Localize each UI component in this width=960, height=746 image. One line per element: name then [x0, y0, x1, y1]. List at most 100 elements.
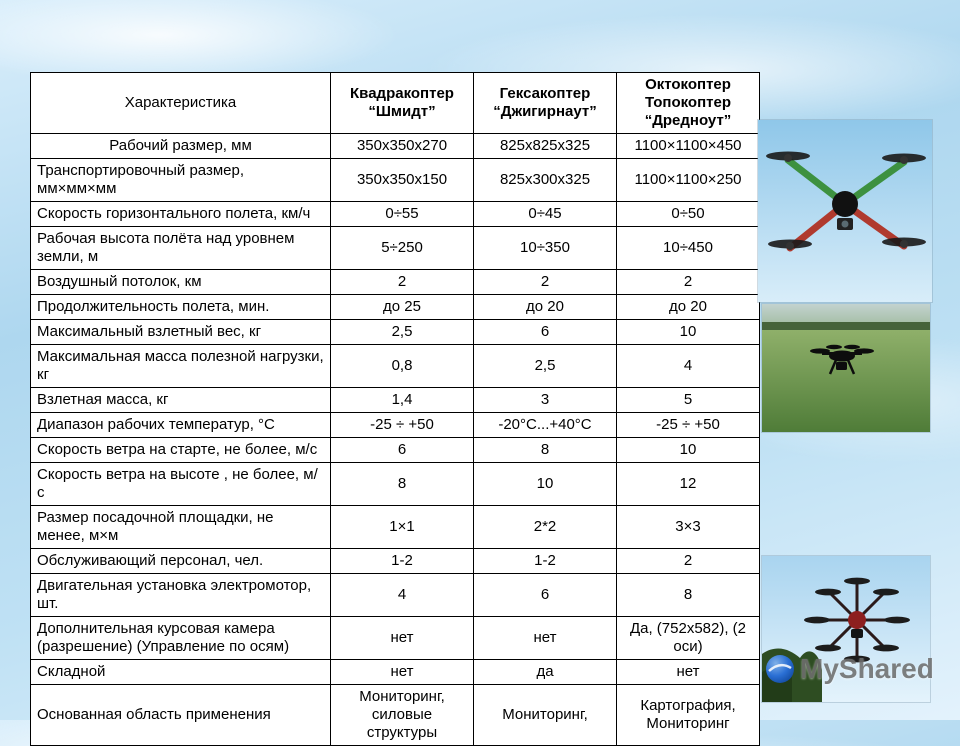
- spec-label: Двигательная установка электромотор, шт.: [30, 573, 331, 617]
- table-row: Взлетная масса, кг 1,4 3 5: [30, 387, 760, 413]
- spec-value: 10: [473, 462, 617, 506]
- spec-value: 1100×1100×250: [616, 158, 760, 202]
- watermark: MyShared: [764, 650, 954, 688]
- spec-value: нет: [330, 659, 474, 685]
- spec-value: 2: [616, 269, 760, 295]
- spec-label: Диапазон рабочих температур, °С: [30, 412, 331, 438]
- table-row: Скорость ветра на высоте , не более, м/с…: [30, 462, 760, 506]
- spec-value: -20°С...+40°С: [473, 412, 617, 438]
- spec-value: 2: [473, 269, 617, 295]
- spec-label: Складной: [30, 659, 331, 685]
- spec-value: 825х300х325: [473, 158, 617, 202]
- spec-value: 1-2: [330, 548, 474, 574]
- spec-value: 0÷55: [330, 201, 474, 227]
- spec-value: 0,8: [330, 344, 474, 388]
- spec-value: нет: [330, 616, 474, 660]
- spec-value: 6: [473, 319, 617, 345]
- spec-value: Мониторинг, силовые структуры: [330, 684, 474, 746]
- header-model-quadcopter: Квадракоптер “Шмидт”: [330, 72, 474, 134]
- table-row: Рабочий размер, мм 350х350х270 825х825х3…: [30, 133, 760, 159]
- header-characteristic: Характеристика: [30, 72, 331, 134]
- hexacopter-over-field-photo: [762, 304, 930, 432]
- spec-value: 10÷350: [473, 226, 617, 270]
- spec-label: Продолжительность полета, мин.: [30, 294, 331, 320]
- spec-value: Картография, Мониторинг: [616, 684, 760, 746]
- spec-value: 6: [330, 437, 474, 463]
- spec-value: Да, (752х582), (2 оси): [616, 616, 760, 660]
- spec-value: 10: [616, 437, 760, 463]
- spec-label: Скорость ветра на старте, не более, м/с: [30, 437, 331, 463]
- spec-label: Транспортировочный размер, мм×мм×мм: [30, 158, 331, 202]
- table-row: Максимальный взлетный вес, кг 2,5 6 10: [30, 319, 760, 345]
- table-row: Двигательная установка электромотор, шт.…: [30, 573, 760, 617]
- spec-value: 3×3: [616, 505, 760, 549]
- spec-value: 1,4: [330, 387, 474, 413]
- header-model-hexacopter: Гексакоптер “Джигирнаут”: [473, 72, 617, 134]
- table-row: Обслуживающий персонал, чел. 1-2 1-2 2: [30, 548, 760, 574]
- spec-value: до 25: [330, 294, 474, 320]
- spec-label: Максимальный взлетный вес, кг: [30, 319, 331, 345]
- spec-value: 5÷250: [330, 226, 474, 270]
- table-row: Основанная область применения Мониторинг…: [30, 684, 760, 746]
- spec-label: Дополнительная курсовая камера (разрешен…: [30, 616, 331, 660]
- spec-value: 4: [616, 344, 760, 388]
- spec-value: да: [473, 659, 617, 685]
- spec-label: Взлетная масса, кг: [30, 387, 331, 413]
- spec-label: Максимальная масса полезной нагрузки, кг: [30, 344, 331, 388]
- spec-table: Характеристика Квадракоптер “Шмидт” Гекс…: [30, 72, 760, 746]
- spec-value: 8: [473, 437, 617, 463]
- spec-value: до 20: [473, 294, 617, 320]
- quadcopter-photo: [758, 120, 932, 302]
- spec-value: 4: [330, 573, 474, 617]
- spec-value: -25 ÷ +50: [330, 412, 474, 438]
- table-row: Продолжительность полета, мин. до 25 до …: [30, 294, 760, 320]
- table-row: Рабочая высота полёта над уровнем земли,…: [30, 226, 760, 270]
- spec-value: -25 ÷ +50: [616, 412, 760, 438]
- spec-label: Рабочий размер, мм: [30, 133, 331, 159]
- spec-value: 0÷45: [473, 201, 617, 227]
- table-header-row: Характеристика Квадракоптер “Шмидт” Гекс…: [30, 72, 760, 134]
- spec-label: Обслуживающий персонал, чел.: [30, 548, 331, 574]
- spec-value: нет: [616, 659, 760, 685]
- spec-value: 1×1: [330, 505, 474, 549]
- table-row: Максимальная масса полезной нагрузки, кг…: [30, 344, 760, 388]
- spec-value: 2*2: [473, 505, 617, 549]
- table-row: Транспортировочный размер, мм×мм×мм 350х…: [30, 158, 760, 202]
- spec-value: Мониторинг,: [473, 684, 617, 746]
- spec-value: 8: [330, 462, 474, 506]
- table-row: Скорость ветра на старте, не более, м/с …: [30, 437, 760, 463]
- spec-value: 350х350х270: [330, 133, 474, 159]
- spec-value: 825х825х325: [473, 133, 617, 159]
- spec-label: Скорость ветра на высоте , не более, м/с: [30, 462, 331, 506]
- spec-value: 10÷450: [616, 226, 760, 270]
- spec-label: Размер посадочной площадки, не менее, м×…: [30, 505, 331, 549]
- spec-value: 5: [616, 387, 760, 413]
- table-row: Складной нет да нет: [30, 659, 760, 685]
- spec-value: 2: [616, 548, 760, 574]
- spec-value: 2,5: [473, 344, 617, 388]
- spec-value: 0÷50: [616, 201, 760, 227]
- spec-label: Воздушный потолок, км: [30, 269, 331, 295]
- spec-value: 6: [473, 573, 617, 617]
- spec-value: 12: [616, 462, 760, 506]
- table-row: Скорость горизонтального полета, км/ч 0÷…: [30, 201, 760, 227]
- table-row: Воздушный потолок, км 2 2 2: [30, 269, 760, 295]
- spec-label: Скорость горизонтального полета, км/ч: [30, 201, 331, 227]
- spec-value: 350х350х150: [330, 158, 474, 202]
- spec-value: 1100×1100×450: [616, 133, 760, 159]
- spec-value: 2: [330, 269, 474, 295]
- myshared-logo-icon: [766, 655, 794, 683]
- spec-value: 8: [616, 573, 760, 617]
- watermark-text: MyShared: [800, 653, 934, 684]
- spec-value: 10: [616, 319, 760, 345]
- table-row: Диапазон рабочих температур, °С -25 ÷ +5…: [30, 412, 760, 438]
- table-row: Размер посадочной площадки, не менее, м×…: [30, 505, 760, 549]
- spec-label: Рабочая высота полёта над уровнем земли,…: [30, 226, 331, 270]
- table-row: Дополнительная курсовая камера (разрешен…: [30, 616, 760, 660]
- header-model-octocopter: Октокоптер Топокоптер “Дредноут”: [616, 72, 760, 134]
- spec-value: 1-2: [473, 548, 617, 574]
- spec-value: 2,5: [330, 319, 474, 345]
- spec-label: Основанная область применения: [30, 684, 331, 746]
- spec-value: нет: [473, 616, 617, 660]
